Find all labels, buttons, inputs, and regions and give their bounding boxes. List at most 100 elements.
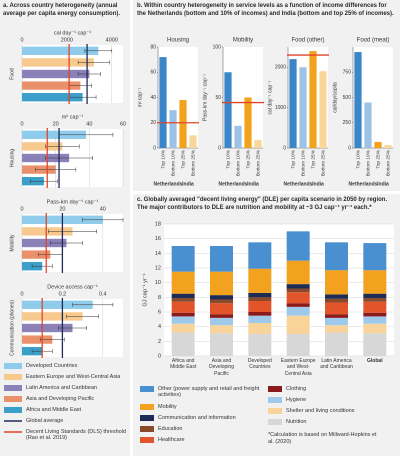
legend-swatch	[268, 386, 282, 392]
y-tick-label: 100	[213, 44, 222, 50]
bar	[22, 323, 73, 333]
legend-swatch	[4, 374, 22, 380]
bar	[234, 125, 242, 148]
error-bar	[58, 326, 87, 330]
bar-segment	[248, 268, 272, 293]
bar	[224, 72, 232, 148]
x-tick-label: Top 25%	[310, 149, 316, 168]
y-tick-label: 18	[155, 221, 161, 227]
bar-segment	[325, 302, 348, 315]
bar-segment	[210, 317, 233, 326]
group-label: Netherlands	[154, 181, 183, 187]
x-tick-label: 0.2	[59, 291, 67, 297]
bar	[22, 312, 83, 321]
bar	[244, 97, 252, 148]
bar-segment	[210, 295, 233, 300]
error-bar	[72, 302, 114, 307]
legend-label: Mobility	[158, 403, 177, 410]
x-tick-label: 0	[20, 206, 23, 212]
y-tick-label: 0	[218, 145, 221, 151]
x-axis-label: Device access cap⁻¹	[47, 284, 98, 290]
x-tick-label: Bottom 25%	[255, 149, 261, 176]
group-label: Netherlands	[349, 181, 378, 187]
x-tick-label: 4000	[106, 37, 118, 43]
bar	[384, 144, 392, 148]
group-label: Netherlands	[284, 181, 313, 187]
bar-segment	[286, 231, 310, 261]
legend-swatch	[140, 415, 154, 421]
plot-area	[164, 224, 394, 356]
subplot-title: Food (other)	[291, 38, 324, 44]
x-tick-label: Bottom 10%	[300, 149, 306, 176]
error-bar	[45, 156, 93, 160]
y-axis-label: m² cap⁻¹	[137, 87, 143, 107]
bar-segment	[325, 294, 348, 299]
bar	[169, 110, 177, 148]
x-tick-label: Bottom 25%	[190, 149, 196, 176]
bar-segment	[171, 316, 195, 324]
legend-label: Other (power supply and retail and freig…	[158, 385, 260, 399]
subplot-title: Food (meat)	[357, 38, 390, 44]
bar-segment	[325, 325, 348, 333]
x-tick-label: 60	[120, 121, 126, 127]
legend-swatch	[4, 396, 22, 402]
y-tick-label: 10	[155, 280, 161, 286]
x-tick-label: Bottom 10%	[235, 149, 241, 176]
panel-a-title: a. Across country heterogeneity (annual …	[3, 3, 121, 17]
y-tick-label: 0	[153, 145, 156, 151]
x-tick-label: Top 25%	[180, 149, 186, 168]
y-tick-label: 40	[150, 95, 156, 101]
bar	[22, 81, 81, 90]
bar-segment	[325, 314, 348, 318]
y-tick-label: 20	[150, 120, 156, 126]
y-tick-label: 60	[150, 70, 156, 76]
legend-label: Eastern Europe and West-Central Asia	[26, 373, 121, 380]
y-tick-label: 750	[343, 70, 352, 76]
bar-segment	[363, 316, 387, 324]
legend-swatch	[140, 386, 154, 392]
bar-segment	[248, 315, 272, 323]
y-tick-label: 250	[343, 120, 352, 126]
y-tick-label: 2000	[275, 65, 286, 71]
bar	[22, 130, 86, 139]
legend-label: Communication and information	[158, 414, 236, 421]
error-bar	[31, 264, 53, 269]
error-bar	[82, 217, 124, 222]
x-tick-label: Bottom 25%	[385, 149, 391, 176]
bar-segment	[248, 301, 272, 312]
bar-segment	[171, 246, 195, 272]
legend-swatch	[140, 437, 154, 443]
y-axis-label: GJ cap⁻¹ yr⁻¹	[142, 273, 148, 306]
bar	[22, 300, 93, 309]
bar-segment	[210, 325, 233, 334]
y-tick-label: 0	[158, 353, 161, 359]
x-tick-label: 20	[59, 206, 65, 212]
x-tick-label: Top 25%	[375, 149, 381, 168]
bar	[254, 139, 262, 148]
legend-label: Africa and Middle East	[26, 406, 82, 413]
bar-segment	[210, 303, 233, 315]
bar-segment	[363, 243, 387, 271]
bar-segment	[171, 293, 195, 299]
x-tick-label: Bottom 10%	[365, 149, 371, 176]
subplot-title: Mobility	[233, 38, 253, 44]
x-tick-label: 0.4	[99, 291, 107, 297]
bar-segment	[286, 334, 310, 356]
x-tick-label: Global	[367, 358, 383, 364]
legend-swatch	[268, 397, 282, 403]
bar-segment	[248, 334, 272, 356]
x-tick-label: 40	[100, 206, 106, 212]
bar-segment	[210, 271, 233, 296]
x-tick-label: Latin America and Caribbean	[320, 358, 353, 371]
bar-segment	[248, 297, 272, 301]
y-tick-label: 80	[150, 44, 156, 50]
legend-label: Latin America and Caribbean	[26, 384, 97, 391]
y-tick-label: 4	[158, 324, 161, 330]
bar-segment	[286, 260, 310, 285]
subplot-title: Housing	[167, 38, 189, 44]
bar-segment	[363, 312, 387, 317]
x-axis-label: m² cap⁻¹	[62, 114, 84, 120]
legend-label: Developed Countries	[26, 362, 78, 369]
x-tick-label: 20	[53, 121, 59, 127]
